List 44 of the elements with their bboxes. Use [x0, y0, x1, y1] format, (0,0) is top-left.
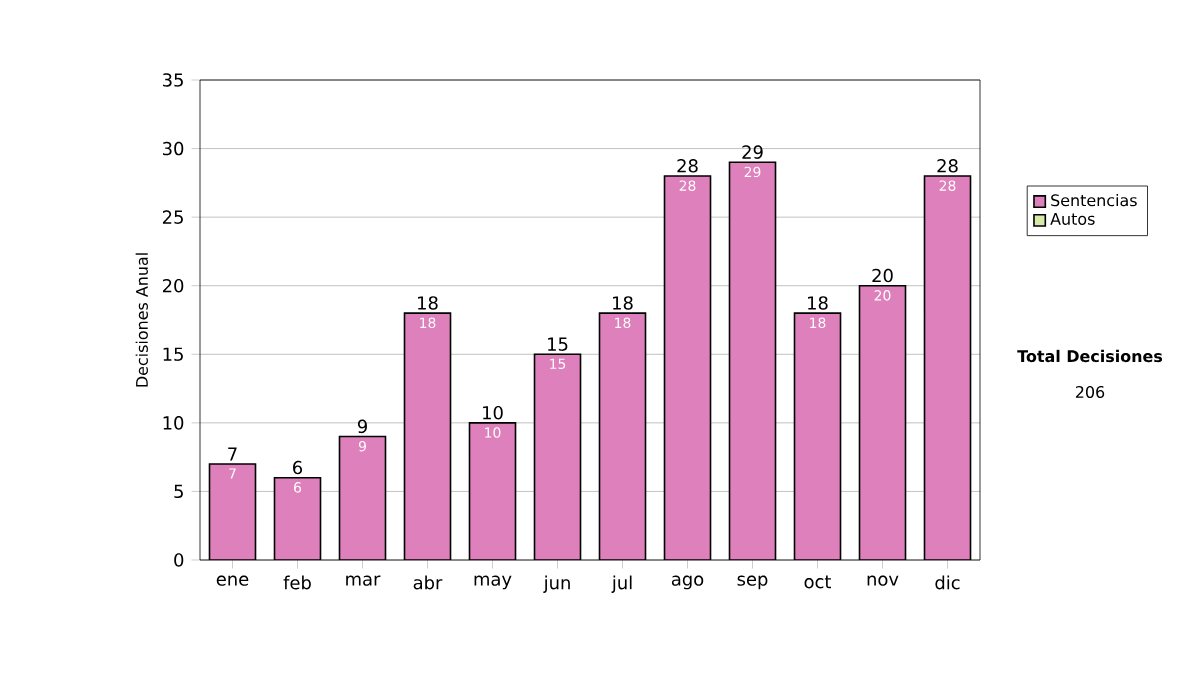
y-tick-label: 20 [162, 278, 184, 293]
total-label: 18 [613, 296, 633, 310]
total-label: 29 [742, 145, 763, 159]
x-tick-label: abr [413, 575, 443, 590]
bar [534, 354, 581, 560]
bar [274, 477, 321, 560]
x-tick-label: oct [804, 575, 832, 589]
x-tick-label: mar [346, 575, 381, 586]
bar [923, 175, 972, 560]
y-tick-label: 25 [162, 210, 183, 224]
bar [599, 313, 646, 560]
x-tick-label: jul [611, 575, 632, 593]
x-tick-label: jun [543, 575, 570, 593]
y-tick-label: 0 [174, 553, 184, 567]
total-label: 18 [418, 296, 438, 310]
total-label: 20 [872, 268, 893, 283]
x-tick-label: may [474, 575, 512, 590]
x-tick-label: sep [737, 575, 768, 590]
bar [664, 176, 711, 560]
x-tick-label: ene [216, 575, 249, 586]
total-label: 28 [677, 159, 698, 173]
total-label: 6 [293, 460, 303, 475]
bar [404, 313, 451, 560]
total-label: 15 [548, 337, 568, 351]
x-tick-label: dic [935, 575, 960, 590]
y-tick-label: 5 [174, 484, 183, 499]
bar [209, 464, 256, 560]
y-tick-label: 30 [163, 141, 184, 156]
total-label: 28 [937, 159, 958, 173]
bar [859, 285, 906, 560]
bar [794, 313, 841, 560]
bar [729, 162, 776, 560]
bar [339, 436, 386, 560]
total-label: 10 [483, 405, 503, 420]
x-tick-label: feb [283, 575, 311, 590]
total-label: 18 [808, 296, 828, 310]
y-tick-label: 15 [163, 347, 183, 361]
total-label: 9 [357, 419, 367, 434]
y-tick-label: 10 [163, 416, 184, 430]
y-tick-label: 35 [163, 73, 183, 87]
total-label: 7 [228, 447, 237, 461]
x-tick-label: ago [671, 575, 704, 590]
x-tick-label: nov [867, 575, 899, 586]
bar [469, 422, 516, 560]
